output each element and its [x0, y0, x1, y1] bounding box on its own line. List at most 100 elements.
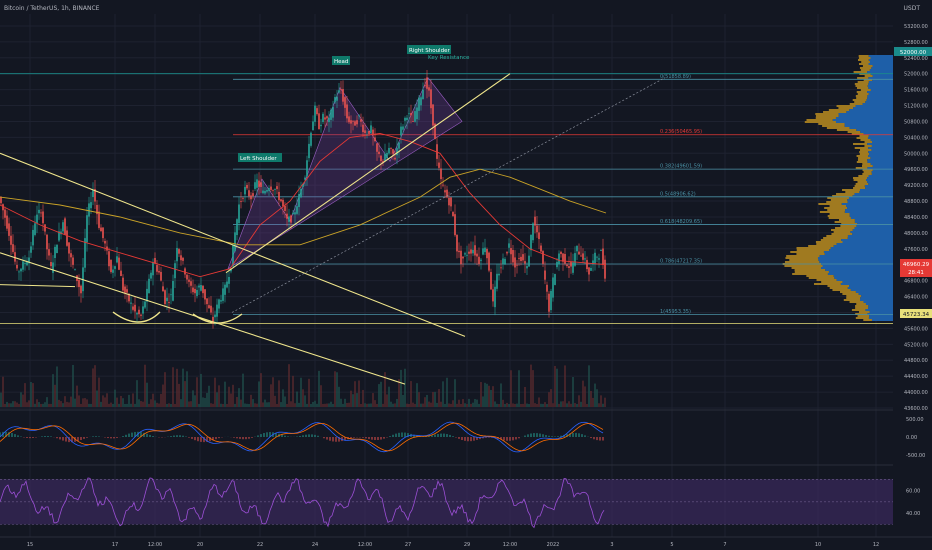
candle-body [400, 126, 402, 136]
macd-histogram-bar [515, 437, 517, 440]
macd-histogram-bar [569, 433, 571, 437]
volume-bar [348, 402, 350, 407]
volume-bar [254, 403, 256, 407]
profile-bar-secondary [829, 287, 848, 289]
candle-body [238, 204, 240, 224]
candle-body [172, 280, 174, 301]
y-tick-label: 45600.00 [904, 326, 928, 332]
candle-body [216, 304, 218, 317]
candle-body [386, 152, 388, 159]
candle-body [282, 199, 284, 207]
macd-histogram-bar [197, 437, 199, 442]
volume-bar [232, 384, 234, 407]
candle-body [320, 124, 322, 127]
candle-body [110, 259, 112, 273]
candle-body [554, 274, 556, 285]
volume-bar [68, 402, 70, 407]
profile-bar [865, 101, 893, 103]
candle-body [226, 281, 228, 288]
volume-bar [480, 382, 482, 407]
volume-bar [240, 399, 242, 407]
macd-histogram-bar [128, 433, 130, 437]
profile-bar-secondary [823, 111, 847, 113]
volume-bar [560, 401, 562, 407]
profile-bar [841, 203, 893, 205]
volume-bar [100, 401, 102, 407]
profile-bar [850, 231, 893, 233]
profile-bar-secondary [862, 173, 872, 175]
profile-bar [820, 267, 893, 269]
bottom-level-price-badge [900, 309, 932, 318]
candle-body [96, 204, 98, 215]
volume-bar [460, 403, 462, 407]
x-tick-label: 12:00 [358, 542, 372, 548]
macd-histogram-bar [332, 437, 334, 442]
volume-bar [366, 403, 368, 407]
volume-bar [56, 366, 58, 407]
macd-histogram-bar [353, 437, 355, 438]
volume-bar [578, 395, 580, 407]
x-tick-label: 2022 [547, 542, 560, 548]
fib-level-label: 0.5(48906.62) [660, 191, 696, 197]
volume-bar [188, 401, 190, 407]
profile-bar-secondary [808, 277, 835, 279]
volume-bar [292, 375, 294, 407]
macd-histogram-bar [215, 437, 217, 440]
profile-bar [872, 79, 893, 81]
volume-bar [154, 400, 156, 407]
profile-bar [862, 103, 893, 105]
fib-level-label: 0(51858.89) [660, 74, 691, 80]
candle-body [66, 230, 68, 246]
candle-body [176, 247, 178, 262]
profile-bar-secondary [855, 307, 869, 309]
candle-body [312, 121, 314, 131]
volume-bar [550, 389, 552, 407]
volume-bar [218, 385, 220, 407]
y-tick-label: 48400.00 [904, 215, 928, 221]
macd-histogram-bar [266, 432, 268, 437]
volume-bar [290, 401, 292, 407]
candle-body [132, 306, 134, 310]
candle-body [80, 285, 82, 294]
profile-bar [867, 177, 893, 179]
macd-histogram-bar [524, 435, 526, 437]
volume-bar [362, 389, 364, 407]
candle-body [242, 197, 244, 199]
ema-slow-line [0, 168, 607, 246]
volume-bar [96, 390, 98, 407]
candle-body [496, 273, 498, 289]
fib-level-label: 0.786(47217.35) [660, 259, 702, 265]
profile-bar-secondary [860, 89, 871, 91]
candle-body [10, 235, 12, 245]
candle-body [564, 253, 566, 264]
bottom-arc-left [112, 311, 161, 323]
profile-bar [869, 315, 893, 317]
profile-bar [868, 147, 893, 149]
profile-bar-secondary [818, 123, 845, 125]
candle-body [588, 267, 590, 275]
profile-bar-secondary [819, 211, 845, 213]
volume-bars [0, 364, 606, 407]
x-tick-label: 17 [112, 542, 118, 548]
candle-body [480, 259, 482, 261]
candle-body [440, 168, 442, 180]
macd-histogram-bar [539, 433, 541, 437]
candle-body [326, 116, 328, 119]
macd-histogram-bar [104, 437, 106, 438]
volume-bar [448, 403, 450, 407]
profile-bar [847, 207, 893, 209]
volume-bar [416, 383, 418, 407]
volume-bar [544, 402, 546, 407]
macd-histogram-bar [467, 437, 469, 442]
profile-bar [867, 85, 893, 87]
volume-bar [342, 403, 344, 407]
volume-bar [300, 377, 302, 407]
candle-body [160, 271, 162, 281]
volume-bar [388, 386, 390, 407]
profile-bar [868, 59, 893, 61]
volume-bar [536, 404, 538, 407]
left-shoulder-label: Left Shoulder [240, 156, 277, 162]
candle-body [426, 77, 428, 89]
